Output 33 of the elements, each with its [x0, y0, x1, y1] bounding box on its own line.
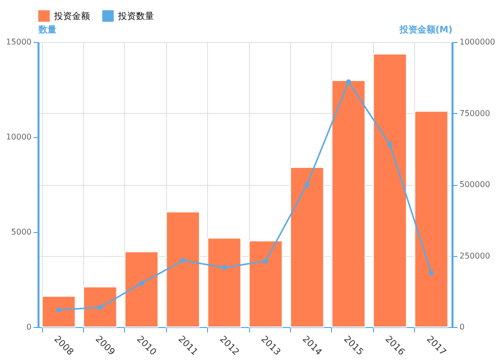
- point: [139, 280, 144, 286]
- point: [428, 270, 434, 276]
- bar: [414, 110, 448, 328]
- bar: [42, 296, 76, 328]
- y-axis-title: 数量: [38, 24, 56, 36]
- y-tick-label: 5000: [11, 228, 32, 236]
- y2-tick-label: 750000: [460, 108, 490, 118]
- y2-axis-title: 投资金额(M): [398, 24, 452, 36]
- point: [263, 258, 268, 264]
- bar: [248, 240, 283, 328]
- bar: [331, 80, 366, 328]
- y2-tick-label: 0: [460, 322, 465, 332]
- point: [346, 79, 351, 84]
- point: [180, 258, 186, 263]
- y-tick-label: 15000: [6, 38, 32, 46]
- bar: [166, 211, 200, 328]
- bar: [124, 251, 159, 328]
- y2-tick-label: 1000000: [460, 38, 496, 46]
- y2-tick-label: 500000: [460, 180, 490, 189]
- point: [222, 265, 227, 270]
- point: [304, 182, 310, 187]
- legend-label: 投资金额: [53, 11, 90, 22]
- point: [387, 142, 392, 148]
- y-tick-label: 0: [26, 322, 32, 332]
- legend-label: 投资数量: [117, 11, 154, 22]
- point: [98, 304, 103, 310]
- bar: [290, 166, 324, 328]
- bar: [372, 53, 407, 328]
- point: [56, 307, 62, 312]
- bar: [207, 238, 242, 328]
- bar: [83, 286, 118, 328]
- y2-tick-label: 250000: [460, 251, 490, 260]
- y-tick-label: 10000: [6, 132, 32, 142]
